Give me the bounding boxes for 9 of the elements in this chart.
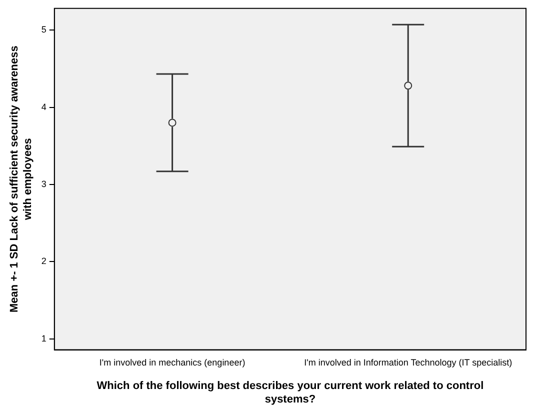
x-tick-label: I'm involved in mechanics (engineer) [99, 358, 246, 368]
y-tick-label: 4 [41, 102, 46, 112]
x-tick-label: I'm involved in Information Technology (IT specialist) [304, 358, 512, 368]
y-tick-label: 1 [41, 333, 46, 344]
y-tick-label: 2 [41, 256, 46, 266]
x-axis-title: Which of the following best describes your current work related to control systems? [96, 380, 484, 406]
y-tick-label: 5 [41, 24, 46, 35]
y-tick-label: 3 [41, 178, 46, 189]
y-axis-title: Mean +- 1 SD Lack of sufficient security awareness with employees [8, 46, 34, 313]
